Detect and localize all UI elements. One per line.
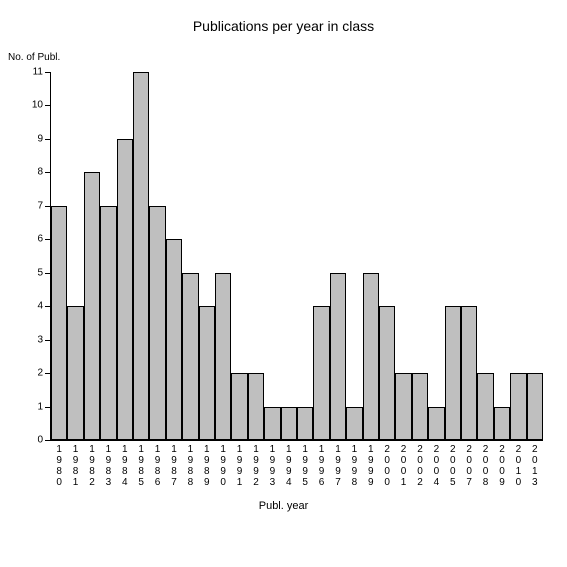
x-tick-label: 2 0 0 8 [477, 444, 493, 488]
x-tick-label: 1 9 9 9 [363, 444, 379, 488]
bar [477, 373, 493, 440]
bar [199, 306, 215, 440]
x-tick-label: 1 9 8 8 [182, 444, 198, 488]
y-tick-label: 2 [37, 368, 43, 379]
x-tick-label: 1 9 8 4 [117, 444, 133, 488]
bar [149, 206, 165, 440]
y-tick-label: 4 [37, 301, 43, 312]
y-tick [45, 105, 51, 106]
bar [346, 407, 362, 440]
y-tick-label: 1 [37, 401, 43, 412]
x-tick-label: 1 9 9 3 [264, 444, 280, 488]
x-tick-label: 2 0 0 7 [461, 444, 477, 488]
x-tick-label: 2 0 0 5 [445, 444, 461, 488]
bar [445, 306, 461, 440]
y-tick [45, 139, 51, 140]
x-tick-label: 1 9 9 1 [231, 444, 247, 488]
y-tick-label: 0 [37, 435, 43, 446]
bar [363, 273, 379, 440]
bar [395, 373, 411, 440]
y-tick-label: 9 [37, 133, 43, 144]
x-tick-label: 2 0 0 4 [428, 444, 444, 488]
x-tick-label: 2 0 0 2 [412, 444, 428, 488]
bar [51, 206, 67, 440]
x-tick-label: 1 9 9 4 [281, 444, 297, 488]
bar [264, 407, 280, 440]
x-tick-label: 2 0 1 3 [527, 444, 543, 488]
bar [281, 407, 297, 440]
bar [297, 407, 313, 440]
x-tick-label: 1 9 9 0 [215, 444, 231, 488]
chart-title: Publications per year in class [0, 18, 567, 34]
bar [313, 306, 329, 440]
bar [412, 373, 428, 440]
y-tick-label: 10 [32, 100, 43, 111]
x-tick-label: 1 9 9 7 [330, 444, 346, 488]
bar [100, 206, 116, 440]
y-tick-label: 3 [37, 334, 43, 345]
chart-container: Publications per year in class No. of Pu… [0, 0, 567, 567]
y-tick-label: 6 [37, 234, 43, 245]
y-tick-label: 11 [33, 67, 43, 78]
x-tick-label: 1 9 8 7 [166, 444, 182, 488]
x-tick-label: 1 9 8 5 [133, 444, 149, 488]
x-tick-label: 1 9 8 9 [199, 444, 215, 488]
bar [379, 306, 395, 440]
x-tick-label: 1 9 9 6 [313, 444, 329, 488]
x-tick-label: 2 0 0 9 [494, 444, 510, 488]
bar [231, 373, 247, 440]
y-tick-label: 8 [37, 167, 43, 178]
x-tick-label: 1 9 8 6 [149, 444, 165, 488]
y-tick-label: 7 [37, 200, 43, 211]
bar [215, 273, 231, 440]
plot-area: 012345678910111 9 8 01 9 8 11 9 8 21 9 8… [50, 72, 543, 441]
bar [133, 72, 149, 440]
x-tick-label: 1 9 8 1 [67, 444, 83, 488]
x-axis-label: Publ. year [0, 500, 567, 512]
y-tick-label: 5 [37, 267, 43, 278]
bar [461, 306, 477, 440]
x-tick-label: 1 9 8 0 [51, 444, 67, 488]
y-tick [45, 440, 51, 441]
bar [182, 273, 198, 440]
bar [84, 172, 100, 440]
bar [428, 407, 444, 440]
x-tick-label: 1 9 8 2 [84, 444, 100, 488]
x-tick-label: 1 9 9 2 [248, 444, 264, 488]
x-tick-label: 1 9 9 8 [346, 444, 362, 488]
bar [248, 373, 264, 440]
bar [67, 306, 83, 440]
bar [494, 407, 510, 440]
y-tick [45, 172, 51, 173]
y-axis-label: No. of Publ. [8, 52, 60, 63]
x-tick-label: 1 9 8 3 [100, 444, 116, 488]
x-tick-label: 2 0 1 0 [510, 444, 526, 488]
bar [527, 373, 543, 440]
bar [117, 139, 133, 440]
x-tick-label: 2 0 0 1 [395, 444, 411, 488]
y-tick [45, 72, 51, 73]
x-tick-label: 1 9 9 5 [297, 444, 313, 488]
bar [330, 273, 346, 440]
bar [510, 373, 526, 440]
bar [166, 239, 182, 440]
x-tick-label: 2 0 0 0 [379, 444, 395, 488]
